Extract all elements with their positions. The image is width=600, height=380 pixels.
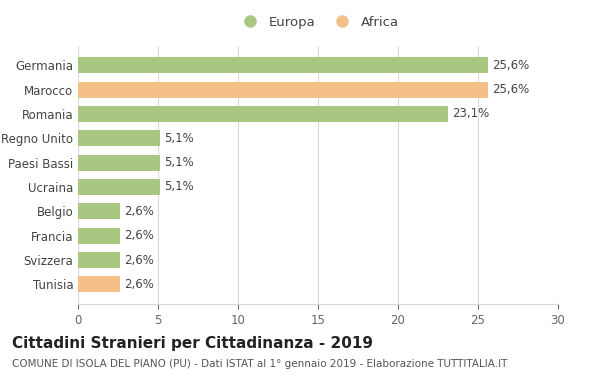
Text: 5,1%: 5,1% <box>164 180 194 193</box>
Text: Cittadini Stranieri per Cittadinanza - 2019: Cittadini Stranieri per Cittadinanza - 2… <box>12 336 373 351</box>
Text: 2,6%: 2,6% <box>124 229 154 242</box>
Text: 23,1%: 23,1% <box>452 108 490 120</box>
Bar <box>78 203 119 219</box>
Bar <box>78 228 119 244</box>
Bar <box>78 276 119 292</box>
Text: 5,1%: 5,1% <box>164 156 194 169</box>
Legend: Europa, Africa: Europa, Africa <box>232 10 404 34</box>
Text: 5,1%: 5,1% <box>164 132 194 145</box>
Bar <box>78 57 488 73</box>
Text: 2,6%: 2,6% <box>124 278 154 291</box>
Text: 2,6%: 2,6% <box>124 205 154 218</box>
Text: 25,6%: 25,6% <box>493 83 530 96</box>
Bar <box>78 106 448 122</box>
Bar <box>78 179 160 195</box>
Bar <box>78 82 488 98</box>
Text: 25,6%: 25,6% <box>493 59 530 72</box>
Bar <box>78 130 160 146</box>
Text: COMUNE DI ISOLA DEL PIANO (PU) - Dati ISTAT al 1° gennaio 2019 - Elaborazione TU: COMUNE DI ISOLA DEL PIANO (PU) - Dati IS… <box>12 359 508 369</box>
Bar <box>78 252 119 268</box>
Bar <box>78 155 160 171</box>
Text: 2,6%: 2,6% <box>124 253 154 266</box>
